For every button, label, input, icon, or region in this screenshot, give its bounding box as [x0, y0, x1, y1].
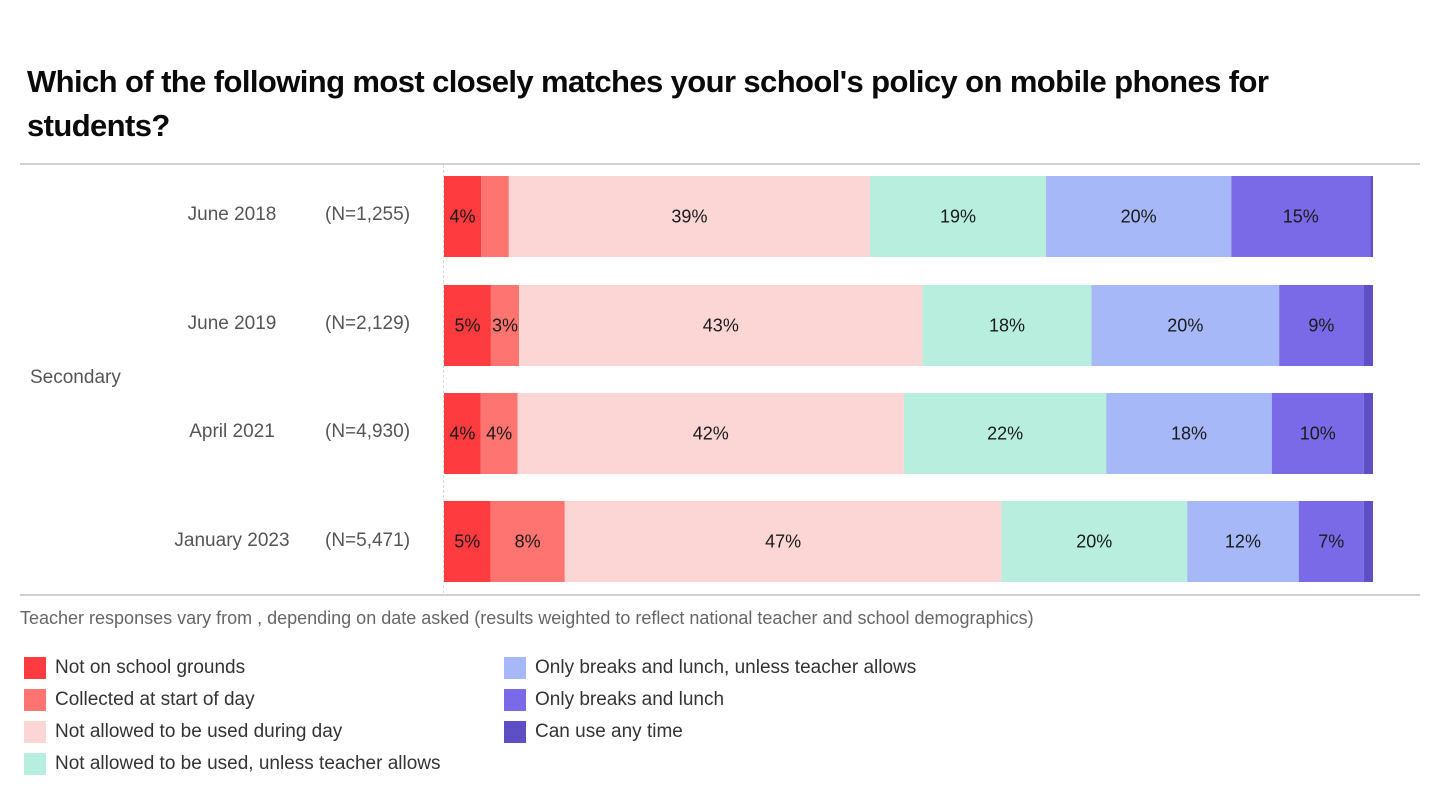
legend-item[interactable]: Not on school grounds — [24, 652, 441, 684]
legend-item[interactable]: Can use any time — [504, 716, 916, 748]
legend-item[interactable]: Not allowed to be used, unless teacher a… — [24, 748, 441, 780]
data-label: 39% — [671, 207, 707, 227]
bar-segment — [903, 393, 1107, 474]
sample-size-label: (N=2,129) — [325, 313, 411, 334]
bar-segment — [517, 393, 904, 474]
legend-label: Only breaks and lunch — [535, 689, 725, 710]
legend-column-1: Not on school grounds Collected at start… — [24, 652, 441, 780]
baseline-axis — [443, 165, 444, 593]
legend-label: Can use any time — [535, 721, 683, 742]
sample-size-label: (N=4,930) — [325, 421, 411, 442]
bar-segment — [1231, 176, 1371, 257]
data-label: 10% — [1300, 424, 1336, 444]
sample-size-label: (N=5,471) — [325, 530, 411, 551]
legend-swatch — [24, 689, 46, 711]
legend-column-2: Only breaks and lunch, unless teacher al… — [504, 652, 916, 748]
legend-label: Not on school grounds — [55, 657, 246, 678]
bar-segment — [1363, 393, 1373, 474]
row-label: April 2021 — [189, 421, 275, 442]
data-label: 19% — [940, 207, 976, 227]
bar-segment — [1106, 393, 1272, 474]
bar-segment — [1363, 285, 1373, 366]
data-label: 47% — [765, 532, 801, 552]
data-label: 20% — [1076, 532, 1112, 552]
row-label: January 2023 — [174, 530, 290, 551]
data-label: 4% — [449, 424, 475, 444]
legend-label: Only breaks and lunch, unless teacher al… — [535, 657, 917, 678]
bar-segment — [508, 176, 871, 257]
bar-segment — [1046, 176, 1232, 257]
bar-segment — [1298, 501, 1364, 582]
bar-segment — [1279, 285, 1364, 366]
data-label: 18% — [1171, 424, 1207, 444]
data-label: 18% — [989, 316, 1025, 336]
data-label: 3% — [492, 316, 518, 336]
legend-swatch — [24, 657, 46, 679]
legend-swatch — [504, 721, 526, 743]
legend-swatch — [24, 753, 46, 775]
bar-segment — [1001, 501, 1188, 582]
data-label: 43% — [703, 316, 739, 336]
sample-size-label: (N=1,255) — [325, 204, 411, 225]
top-divider — [20, 163, 1420, 165]
bar-segment — [444, 393, 481, 474]
data-label: 22% — [987, 424, 1023, 444]
legend-swatch — [504, 689, 526, 711]
footnote: Teacher responses vary from , depending … — [20, 608, 1034, 628]
bar-segment — [444, 501, 491, 582]
data-label: 20% — [1167, 316, 1203, 336]
data-label: 7% — [1318, 532, 1344, 552]
bar-segment — [1271, 393, 1364, 474]
bar-segment — [1363, 501, 1373, 582]
legend-item[interactable]: Only breaks and lunch — [504, 684, 916, 716]
legend-item[interactable]: Only breaks and lunch, unless teacher al… — [504, 652, 916, 684]
bar-segment — [444, 176, 482, 257]
data-label: 12% — [1225, 532, 1261, 552]
legend-item[interactable]: Collected at start of day — [24, 684, 441, 716]
chart-title: Which of the following most closely matc… — [27, 64, 1269, 143]
bar-segment — [490, 501, 565, 582]
row-label: June 2019 — [187, 313, 277, 334]
data-label: 5% — [454, 316, 480, 336]
bar-segment — [1091, 285, 1280, 366]
data-label: 42% — [693, 424, 729, 444]
bar-segment — [490, 285, 520, 366]
bar-segment — [1370, 176, 1373, 257]
data-label: 4% — [450, 207, 476, 227]
bar-segment — [480, 393, 518, 474]
data-label: 4% — [486, 424, 512, 444]
bottom-divider — [20, 594, 1420, 596]
bar-segment — [922, 285, 1092, 366]
data-label: 9% — [1308, 316, 1334, 336]
data-label: 20% — [1121, 207, 1157, 227]
legend-swatch — [24, 721, 46, 743]
bar-segment — [444, 285, 491, 366]
legend-label: Not allowed to be used during day — [55, 721, 343, 742]
data-label: 8% — [515, 532, 541, 552]
data-label: 5% — [454, 532, 480, 552]
legend-label: Not allowed to be used, unless teacher a… — [55, 753, 441, 774]
data-label: 15% — [1283, 207, 1319, 227]
bar-segment — [1187, 501, 1299, 582]
bar-segment — [870, 176, 1047, 257]
bar-segment — [481, 176, 509, 257]
bar-segment — [519, 285, 923, 366]
legend-label: Collected at start of day — [55, 689, 255, 710]
group-label: Secondary — [30, 367, 121, 388]
legend-swatch — [504, 657, 526, 679]
bar-segment — [564, 501, 1002, 582]
row-label: June 2018 — [187, 204, 277, 225]
legend-item[interactable]: Not allowed to be used during day — [24, 716, 441, 748]
